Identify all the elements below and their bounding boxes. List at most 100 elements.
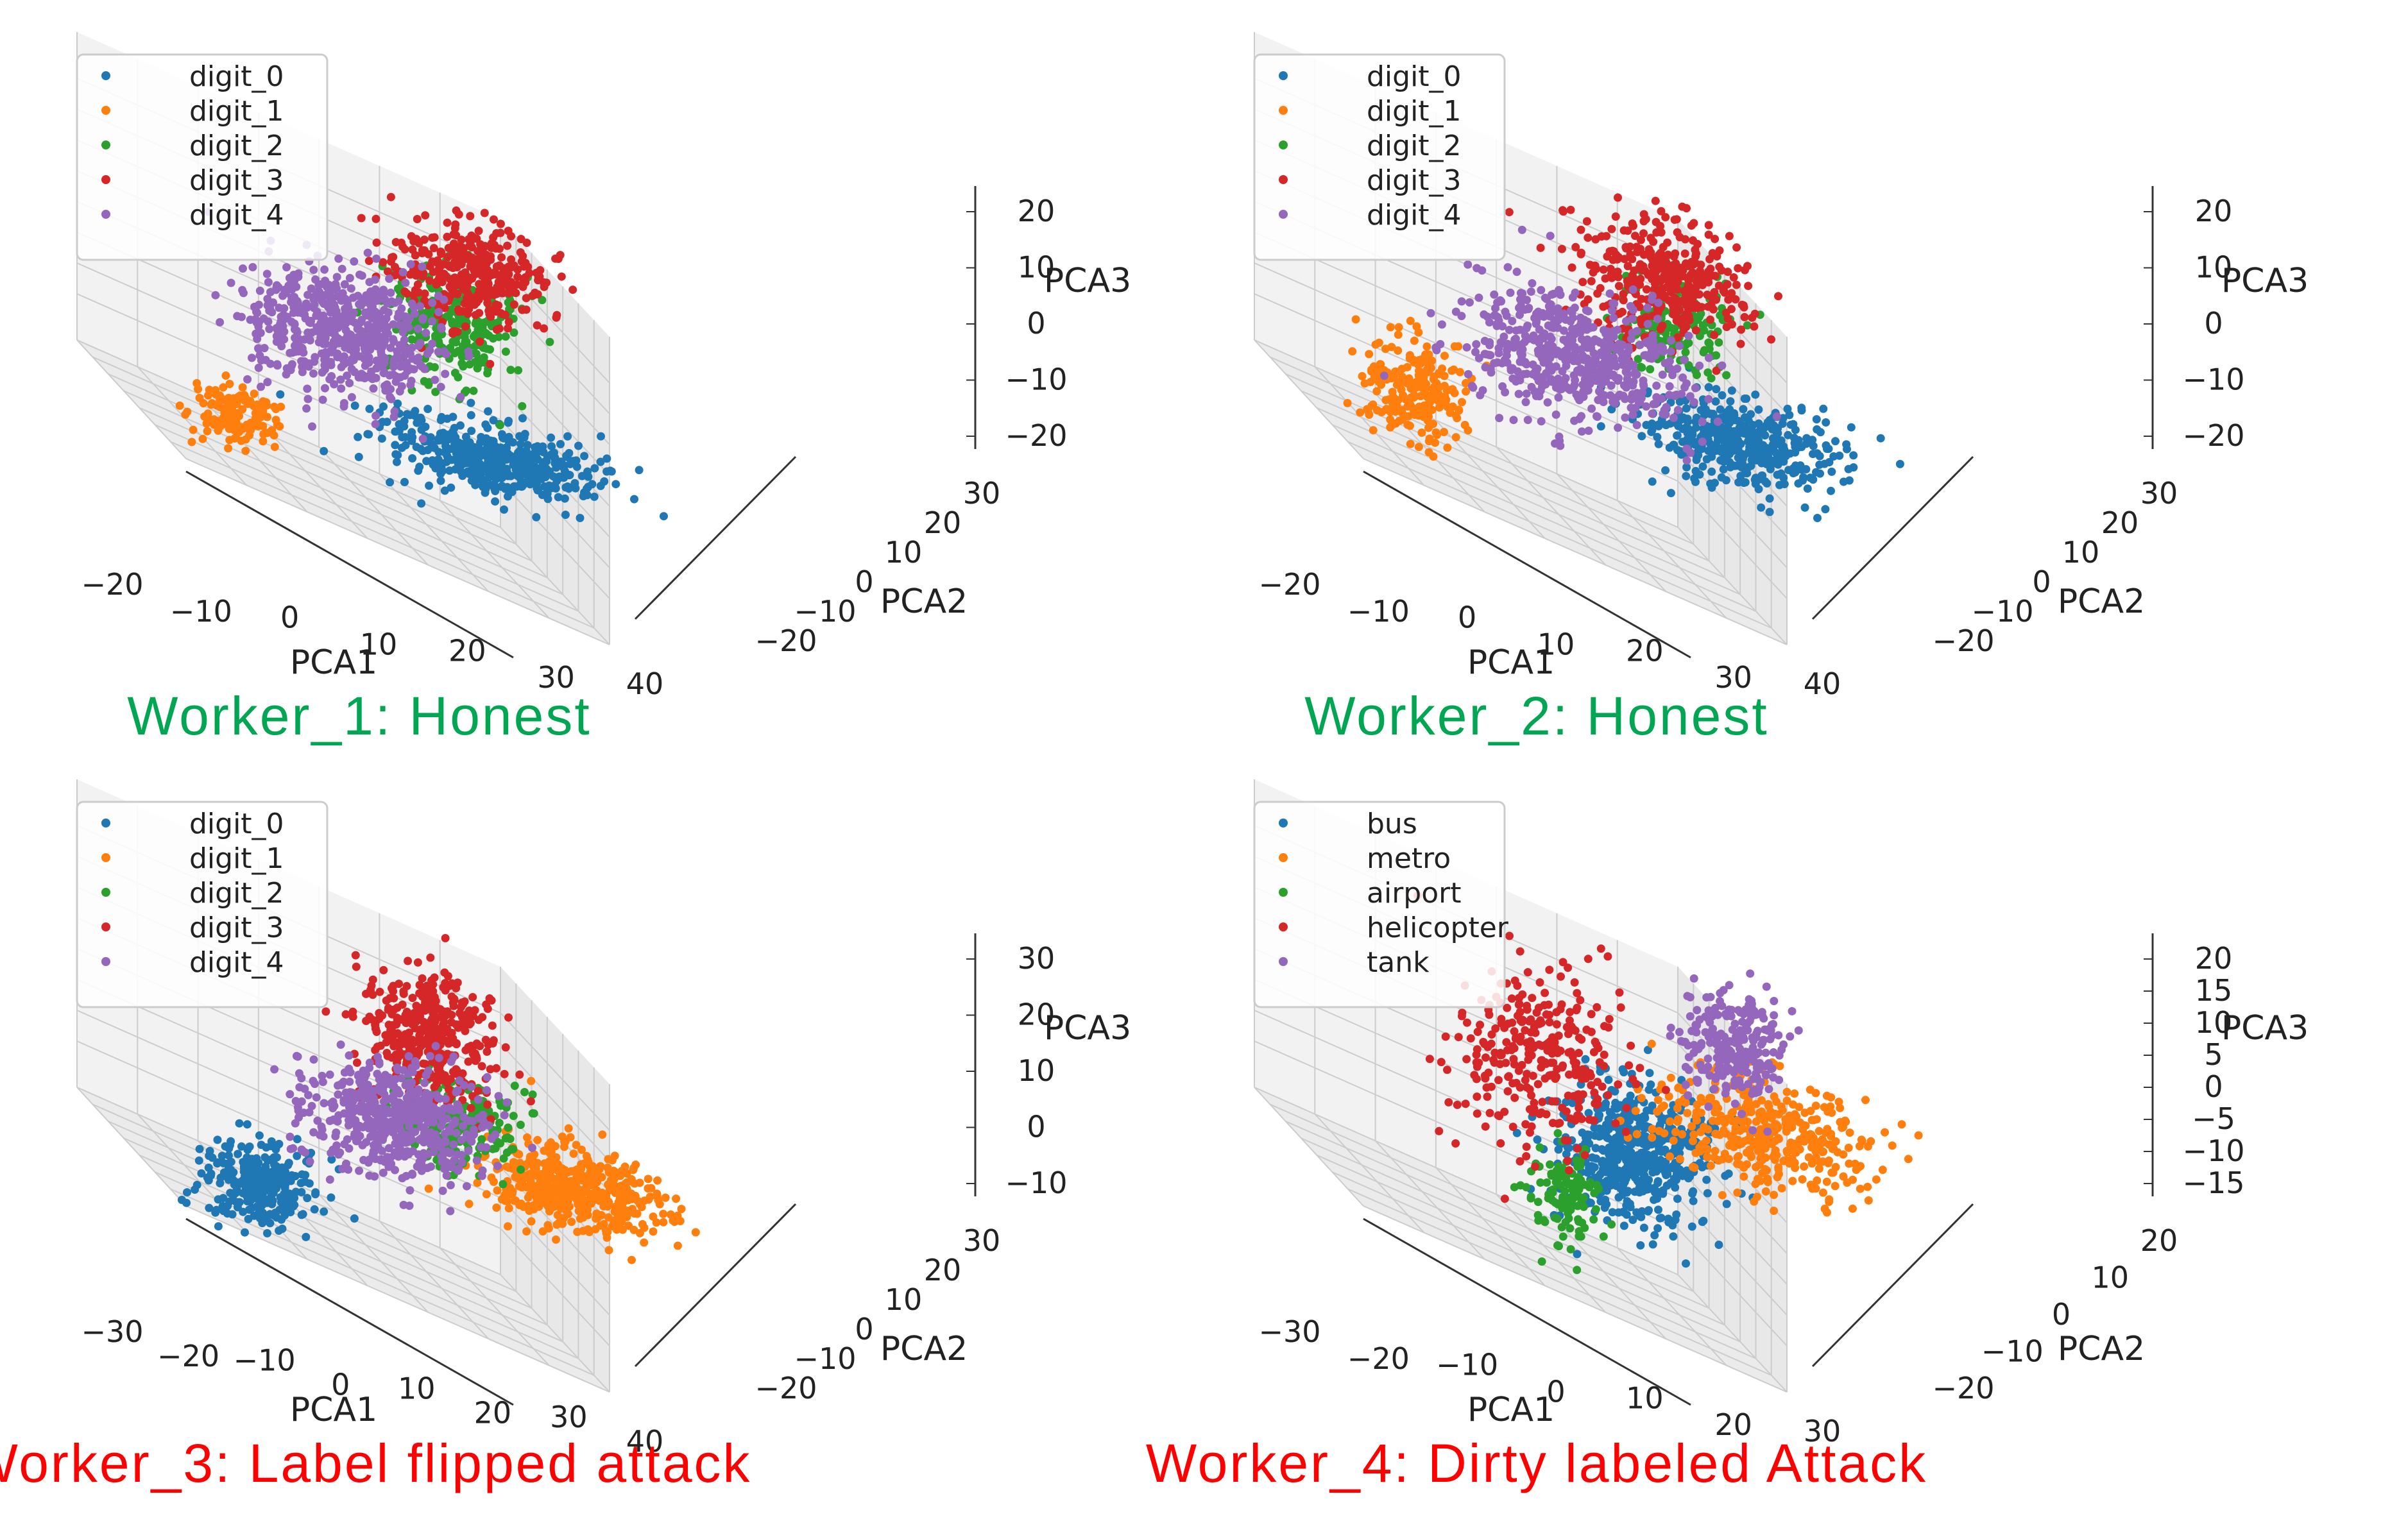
data-point [218, 1201, 227, 1210]
data-point [604, 1213, 613, 1222]
z-tick-label: 0 [1027, 306, 1045, 341]
data-point [354, 333, 363, 341]
data-point [440, 968, 449, 977]
data-point [497, 310, 506, 319]
grid-line [500, 1197, 610, 1316]
data-point [1658, 370, 1667, 379]
data-point [1450, 342, 1459, 351]
data-point [551, 453, 559, 462]
data-point [1485, 318, 1494, 327]
data-point [604, 1246, 613, 1255]
data-point [212, 401, 221, 410]
data-point [1695, 290, 1704, 299]
data-point [1546, 375, 1555, 384]
data-point [239, 1164, 248, 1173]
data-point [345, 274, 354, 282]
data-point [1691, 439, 1700, 448]
data-point [387, 395, 396, 403]
data-point [1619, 296, 1628, 305]
data-point [1681, 348, 1690, 357]
data-point [270, 443, 279, 452]
data-point [1467, 382, 1476, 391]
data-point [1773, 429, 1782, 437]
data-point [1599, 265, 1608, 274]
data-point [235, 1119, 244, 1128]
data-point [517, 1165, 525, 1174]
data-point [1642, 285, 1651, 294]
data-point [1559, 327, 1568, 335]
data-point [602, 467, 611, 476]
data-point [1398, 415, 1407, 424]
data-point [323, 360, 332, 369]
data-point [400, 478, 409, 486]
data-point [339, 355, 348, 364]
data-point [254, 363, 263, 372]
data-point [1813, 514, 1822, 522]
data-point [1831, 437, 1840, 446]
panel-caption: Worker_2: Honest [1304, 686, 1768, 746]
legend-marker [1279, 106, 1288, 115]
data-point [552, 463, 561, 472]
data-point [434, 337, 443, 346]
grid-line [1616, 500, 1727, 619]
data-point [1464, 260, 1473, 269]
data-point [175, 401, 184, 410]
data-point [608, 1222, 617, 1231]
data-point [371, 411, 380, 420]
data-point [424, 1184, 433, 1193]
y-tick-label: 20 [924, 505, 962, 540]
data-point [1399, 391, 1408, 400]
legend-marker [101, 106, 110, 115]
data-point [391, 441, 400, 450]
data-point [294, 334, 303, 343]
data-point [1569, 357, 1578, 366]
data-point [480, 208, 489, 217]
data-point [637, 1203, 646, 1212]
data-point [1582, 382, 1591, 391]
data-point [334, 254, 343, 263]
data-point [1614, 374, 1623, 383]
data-point [562, 452, 571, 461]
data-point [343, 371, 352, 380]
data-point [1628, 219, 1637, 228]
data-point [599, 1219, 608, 1228]
data-point [1712, 366, 1721, 375]
data-point [491, 497, 500, 506]
data-point [547, 442, 556, 451]
data-point [422, 328, 431, 337]
data-point [223, 1172, 232, 1181]
data-point [1662, 259, 1671, 267]
data-point [225, 1197, 234, 1206]
data-point [465, 1200, 474, 1209]
data-point [1386, 323, 1395, 332]
data-point [450, 368, 459, 377]
data-point [613, 1183, 622, 1192]
data-point [544, 1141, 553, 1150]
data-point [556, 251, 565, 260]
data-point [189, 425, 198, 434]
data-point [1536, 243, 1545, 252]
data-point [327, 1155, 336, 1164]
data-point [1577, 427, 1586, 436]
data-point [251, 409, 260, 418]
data-point [531, 473, 540, 481]
data-point [203, 409, 212, 418]
data-point [563, 432, 572, 441]
data-point [1534, 377, 1543, 386]
data-point [1382, 405, 1391, 414]
data-point [243, 1120, 252, 1129]
data-point [293, 1151, 302, 1160]
legend-marker [1279, 175, 1288, 184]
data-point [363, 430, 372, 439]
grid-line [139, 407, 563, 595]
data-point [1779, 473, 1788, 482]
legend-entry: digit_1 [189, 95, 284, 128]
data-point [503, 241, 512, 250]
data-point [580, 452, 589, 461]
data-point [466, 262, 475, 271]
data-point [1644, 245, 1653, 254]
data-point [552, 1235, 560, 1244]
data-point [323, 283, 332, 292]
data-point [583, 1210, 592, 1219]
